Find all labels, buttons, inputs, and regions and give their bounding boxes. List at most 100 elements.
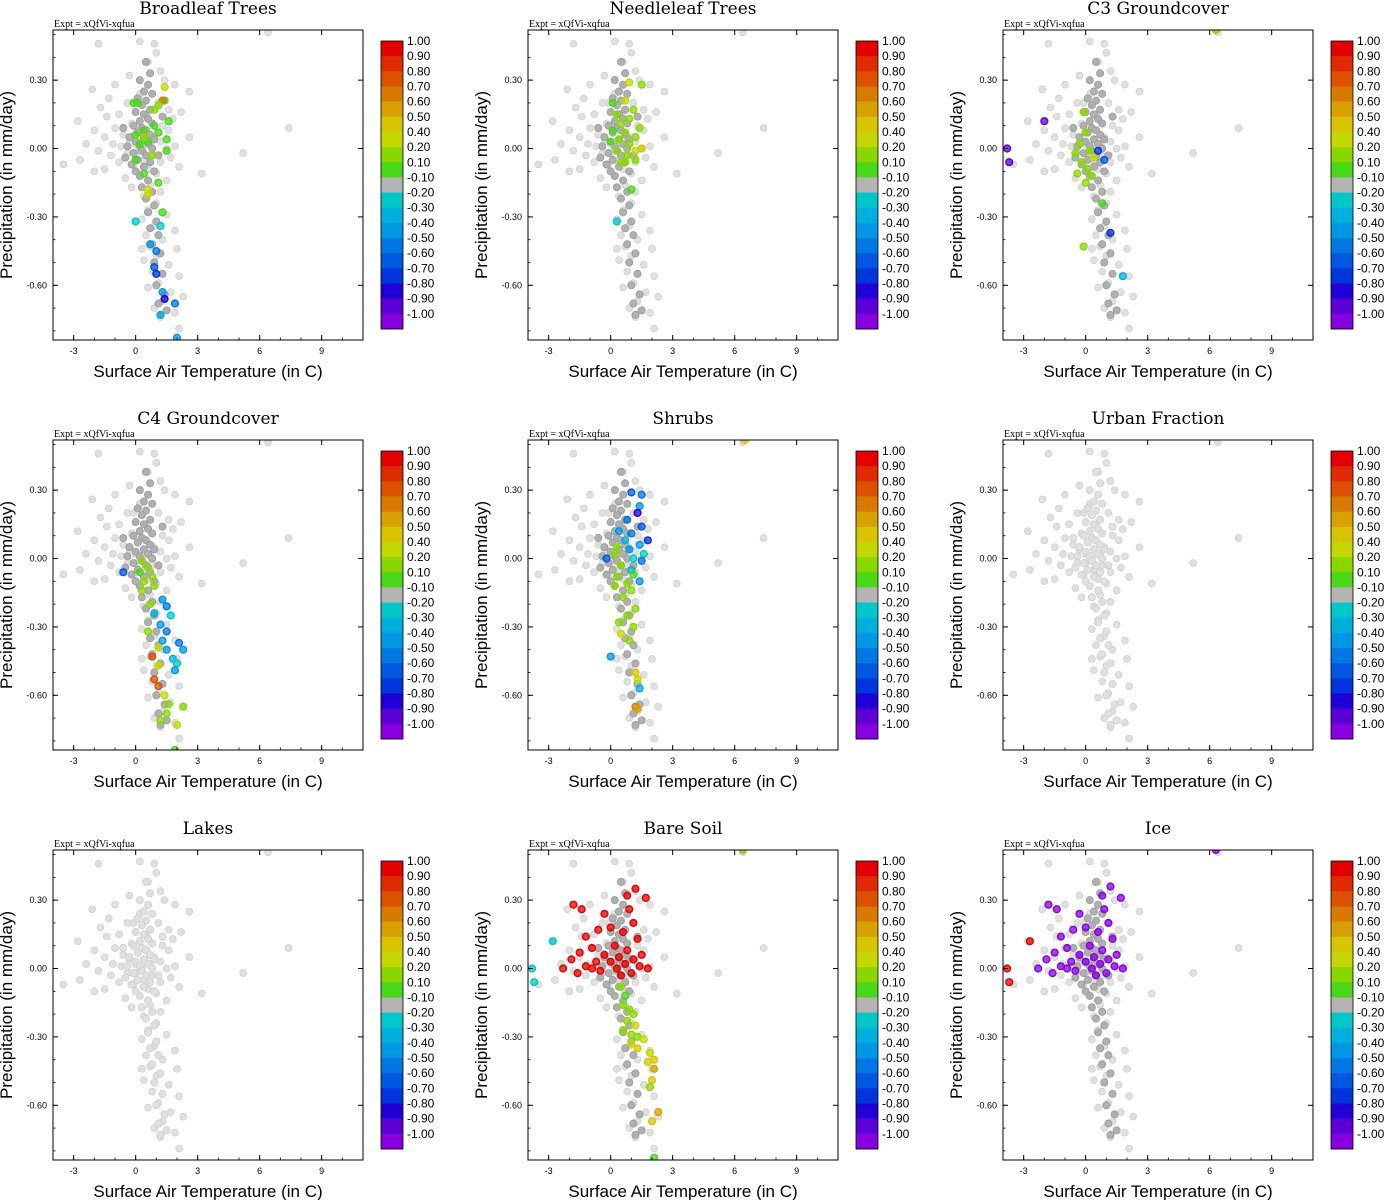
background-point [109,550,117,558]
background-point [598,509,607,517]
neutral-point [1102,1101,1111,1110]
colorbar-swatch [1331,162,1353,178]
colorbar-label: 0.70 [1357,899,1381,913]
x-tick-label: 0 [133,756,138,766]
colorbar-label: 0.10 [1357,155,1381,169]
background-point [1214,440,1222,447]
background-point [563,905,572,914]
y-tick-label: 0.30 [979,485,997,495]
data-point [612,543,621,552]
data-point [131,217,140,226]
background-point [138,245,146,253]
colorbar: 1.000.900.800.700.600.500.400.200.10-0.1… [855,34,910,330]
neutral-point [1087,183,1096,192]
data-point [600,909,609,918]
data-point [635,577,644,586]
data-point [616,971,626,980]
data-point [623,579,632,588]
background-point [152,458,161,467]
neutral-point [631,659,640,668]
data-point [1098,946,1107,955]
colorbar-swatch [856,1088,878,1104]
data-point [631,146,640,155]
neutral-point [1094,80,1103,89]
background-point [154,919,163,927]
background-point [534,570,543,579]
background-point [577,112,586,121]
background-point [144,1103,152,1112]
colorbar-frame [855,40,879,330]
plot-area [1003,30,1243,333]
background-point [239,559,247,567]
background-point [1009,570,1018,579]
neutral-point [1096,634,1105,643]
colorbar-label: 0.50 [1357,110,1381,124]
background-point [1075,481,1084,490]
neutral-point [1098,499,1107,508]
background-point [582,971,590,980]
background-point [1129,702,1137,711]
colorbar-swatch [381,451,403,467]
data-point [156,620,165,629]
background-point [646,80,654,89]
colorbar-swatch [381,298,403,315]
data-point [635,123,644,133]
neutral-point [610,486,619,495]
background-point [637,176,646,185]
y-tick-label: -0.30 [26,212,47,222]
data-point [143,627,153,636]
colorbar-swatch [856,876,878,892]
data-point [179,645,188,654]
background-point [1086,447,1094,456]
x-tick-label: 9 [794,346,799,356]
background-point [115,520,123,529]
y-tick-label: 0.00 [504,144,522,154]
y-tick-label: 0.00 [29,144,47,154]
background-point [623,677,631,686]
neutral-point [133,975,142,984]
background-point [1117,563,1125,572]
neutral-point [154,1119,163,1128]
neutral-point [129,969,138,978]
data-point [606,137,615,146]
background-point [600,481,609,490]
background-point [1044,859,1053,868]
x-tick-label: 9 [1269,1166,1274,1176]
y-tick-label: 0.30 [29,485,47,495]
background-point [1094,693,1102,702]
colorbar-label: -0.90 [882,292,910,306]
neutral-point [608,504,617,513]
background-point [1098,267,1106,276]
neutral-point [1075,133,1084,142]
y-axis-label: Precipitation (in mm/day) [472,91,491,279]
x-tick-label: 6 [1207,756,1212,766]
colorbar-swatch [1331,253,1353,269]
colorbar-swatch [856,222,878,239]
neutral-point [1092,467,1101,476]
background-point [90,167,99,176]
background-point [156,887,165,895]
background-point [644,935,652,943]
data-point [150,581,159,590]
neutral-point [1098,529,1107,538]
colorbar-swatch [1331,177,1353,193]
background-point [637,210,646,219]
colorbar-swatch [1331,283,1353,300]
neutral-point [152,1037,161,1046]
data-point [606,957,615,966]
neutral-point [631,1130,640,1139]
data-point [629,105,638,114]
background-point [74,117,82,125]
neutral-point [135,527,144,536]
x-tick-label: 3 [195,756,200,766]
background-point [1073,99,1082,107]
neutral-point [610,76,619,85]
background-point [171,142,179,151]
background-point [156,978,165,987]
data-point [1211,850,1220,855]
background-point [264,850,272,857]
x-tick-label: 9 [319,756,324,766]
y-tick-label: 0.30 [504,485,522,495]
colorbar-swatch [381,723,403,740]
